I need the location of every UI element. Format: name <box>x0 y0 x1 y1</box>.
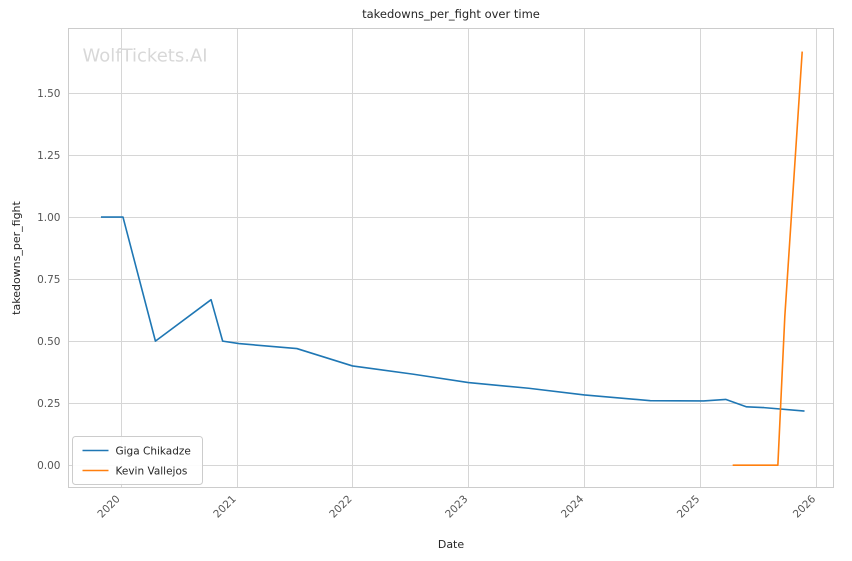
x-gridlines <box>121 28 817 488</box>
y-axis-label: takedowns_per_fight <box>10 200 23 314</box>
x-axis-label: Date <box>438 538 465 551</box>
y-tick-label: 0.50 <box>37 336 60 348</box>
legend-label-kevin-vallejos: Kevin Vallejos <box>116 465 188 477</box>
y-tick-label: 0.75 <box>37 274 60 286</box>
y-tick-label: 1.00 <box>37 212 60 224</box>
chart-legend[interactable]: Giga Chikadze Kevin Vallejos <box>72 436 203 485</box>
watermark-label: WolfTickets.AI <box>83 46 208 67</box>
y-tick-label: 0.25 <box>37 398 60 410</box>
series-line-kevin-vallejos <box>732 51 803 466</box>
y-tick-label: 0.00 <box>37 460 60 472</box>
series-line-giga-chikadze <box>100 216 805 412</box>
plot-area-border <box>68 28 834 488</box>
y-tick-label: 1.50 <box>37 88 60 100</box>
chart-title: takedowns_per_fight over time <box>362 7 540 21</box>
y-axis-tick-labels: 0.00 0.25 0.50 0.75 1.00 1.25 1.50 <box>37 88 60 472</box>
y-tick-label: 1.25 <box>37 150 60 162</box>
legend-background <box>72 436 203 485</box>
data-series-group <box>100 51 805 466</box>
legend-label-giga-chikadze: Giga Chikadze <box>116 445 191 457</box>
plot-area-background <box>68 28 834 488</box>
